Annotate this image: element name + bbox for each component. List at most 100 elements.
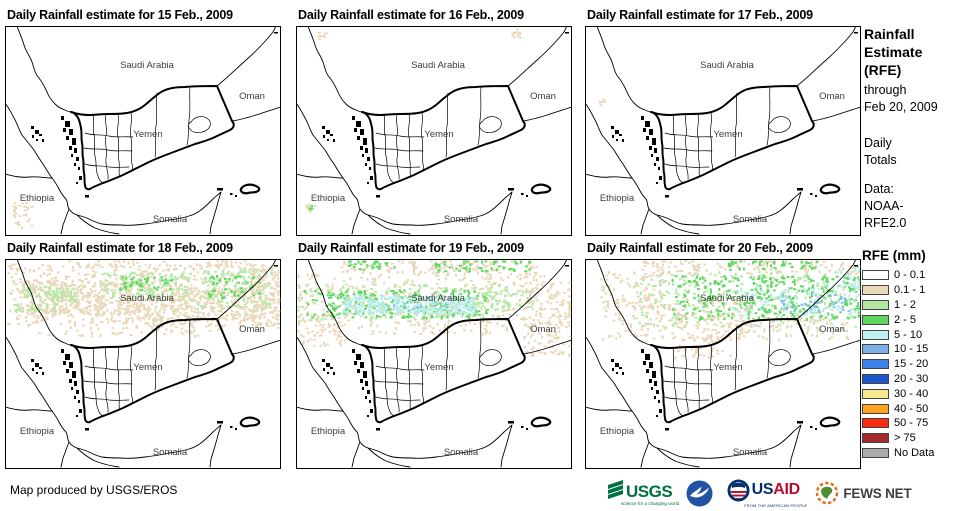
legend-title: RFE (mm) (862, 248, 926, 263)
legend-row: No Data (862, 446, 966, 461)
map-canvas: Saudi Arabia Oman Yemen Ethiopia Somalia (296, 259, 572, 469)
legend-swatch (862, 344, 889, 355)
rainfall-map-panel-6: Daily Rainfall estimate for 20 Feb., 200… (585, 237, 869, 469)
map-canvas: Saudi Arabia Oman Yemen Ethiopia Somalia (5, 26, 281, 236)
legend-row: 0.1 - 1 (862, 283, 966, 298)
country-label: Ethiopia (600, 193, 635, 204)
country-label: Ethiopia (20, 426, 55, 437)
sidebar-text-line: Estimate (864, 44, 923, 60)
usaid-tagline: FROM THE AMERICAN PEOPLE (744, 502, 808, 508)
legend-row: > 75 (862, 431, 966, 446)
country-label: Yemen (133, 362, 162, 373)
country-label: Oman (530, 91, 556, 102)
sidebar-text-line: Data: (864, 182, 894, 196)
sidebar-title: Rainfall Estimate (RFE) (864, 25, 964, 79)
usaid-label-aid: AID (773, 481, 800, 498)
country-labels: Saudi Arabia Oman Yemen Ethiopia Somalia (600, 293, 845, 458)
country-label: Somalia (153, 214, 188, 225)
country-labels: Saudi Arabia Oman Yemen Ethiopia Somalia (311, 293, 556, 458)
legend-label: > 75 (894, 432, 916, 445)
country-label: Saudi Arabia (411, 60, 466, 71)
map-frame (296, 26, 572, 236)
rainfall-speckles (305, 28, 522, 213)
country-label: Somalia (733, 447, 768, 458)
legend-swatch (862, 403, 889, 414)
map-canvas: Saudi Arabia Oman Yemen Ethiopia Somalia (585, 259, 861, 469)
map-frame (585, 26, 861, 236)
rainfall-map-panel-1: Daily Rainfall estimate for 15 Feb., 200… (5, 4, 289, 236)
country-label: Ethiopia (20, 193, 55, 204)
sidebar-data-source: Data: NOAA- RFE2.0 (864, 181, 964, 232)
legend-swatch (862, 314, 889, 325)
country-label: Ethiopia (600, 426, 635, 437)
legend-row: 15 - 20 (862, 357, 966, 372)
legend-label: 50 - 75 (894, 417, 929, 430)
legend-swatch (862, 299, 889, 310)
islands (322, 32, 572, 198)
noaa-icon (686, 480, 713, 506)
country-label: Yemen (133, 129, 162, 140)
country-label: Oman (239, 91, 265, 102)
islands (31, 265, 281, 431)
country-label: Somalia (153, 447, 188, 458)
usgs-wave-icon (608, 480, 624, 499)
legend-label: 30 - 40 (894, 387, 929, 400)
legend-label: 20 - 30 (894, 372, 929, 385)
legend-swatch (862, 433, 889, 444)
rainfall-speckles (12, 202, 34, 230)
rainfall-map-panel-2: Daily Rainfall estimate for 16 Feb., 200… (296, 4, 580, 236)
panel-title: Daily Rainfall estimate for 16 Feb., 200… (298, 8, 524, 22)
islands (322, 265, 572, 431)
legend-swatch (862, 373, 889, 384)
fewsnet-label: FEWS NET (843, 485, 912, 501)
legend-row: 0 - 0.1 (862, 268, 966, 283)
country-label: Saudi Arabia (120, 60, 175, 71)
panel-title: Daily Rainfall estimate for 18 Feb., 200… (7, 241, 233, 255)
legend-label: 10 - 15 (894, 343, 929, 356)
sidebar-text-line: Feb 20, 2009 (864, 100, 938, 114)
sidebar-period: Daily Totals (864, 135, 964, 169)
country-borders (585, 259, 861, 468)
map-canvas: Saudi Arabia Oman Yemen Ethiopia Somalia (5, 259, 281, 469)
usgs-label: USGS (626, 482, 673, 501)
legend-label: 1 - 2 (894, 298, 917, 311)
country-label: Oman (819, 324, 845, 335)
country-borders (296, 259, 572, 468)
legend-swatch (862, 447, 889, 458)
rainfall-speckles (598, 98, 607, 106)
country-label: Saudi Arabia (120, 293, 175, 304)
usaid-logo: USAID FROM THE AMERICAN PEOPLE (719, 479, 807, 508)
legend-label: 5 - 10 (894, 328, 923, 341)
sidebar-subtitle: through Feb 20, 2009 (864, 82, 964, 116)
usaid-label: USAID (751, 481, 801, 498)
country-label: Oman (239, 324, 265, 335)
legend-row: 30 - 40 (862, 386, 966, 401)
legend-swatch (862, 359, 889, 370)
sidebar-text-line: Daily (864, 136, 892, 150)
map-canvas: Saudi Arabia Oman Yemen Ethiopia Somalia (296, 26, 572, 236)
country-label: Yemen (424, 129, 453, 140)
legend-swatch (862, 285, 889, 296)
panel-title: Daily Rainfall estimate for 17 Feb., 200… (587, 8, 813, 22)
legend-row: 50 - 75 (862, 416, 966, 431)
legend-swatch (862, 270, 889, 281)
country-label: Saudi Arabia (411, 293, 466, 304)
legend-label: 2 - 5 (894, 313, 917, 326)
sidebar-text-line: RFE2.0 (864, 216, 907, 230)
country-borders (296, 26, 572, 235)
country-label: Saudi Arabia (700, 293, 755, 304)
country-label: Yemen (713, 362, 742, 373)
legend-row: 1 - 2 (862, 298, 966, 313)
rainfall-map-panel-4: Daily Rainfall estimate for 18 Feb., 200… (5, 237, 289, 469)
legend-label: 0.1 - 1 (894, 284, 926, 297)
legend-label: No Data (894, 446, 935, 459)
usaid-label-us: US (751, 481, 774, 498)
country-labels: Saudi Arabia Oman Yemen Ethiopia Somalia (20, 60, 265, 225)
usgs-logo: USGS science for a changing world (601, 480, 679, 506)
legend-label: 15 - 20 (894, 358, 929, 371)
sidebar-text-line: through (864, 83, 907, 97)
panel-title: Daily Rainfall estimate for 19 Feb., 200… (298, 241, 524, 255)
country-labels: Saudi Arabia Oman Yemen Ethiopia Somalia (311, 60, 556, 225)
islands (31, 32, 281, 198)
